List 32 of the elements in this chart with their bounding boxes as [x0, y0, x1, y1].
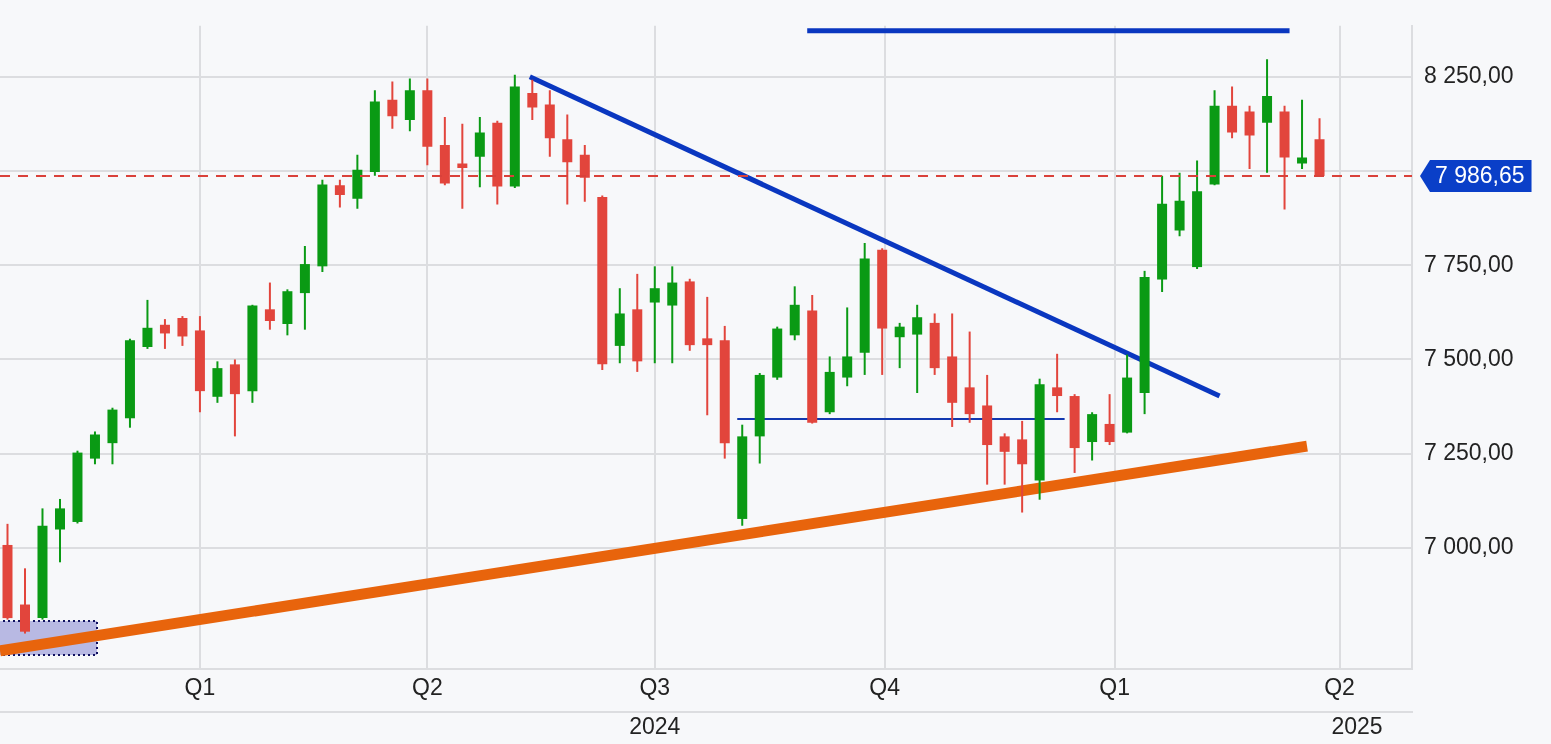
y-tick-label: 7 750,00 [1424, 250, 1514, 277]
candlestick [649, 265, 660, 365]
x2-tick-label: 2024 [629, 713, 681, 740]
candlestick [54, 497, 65, 564]
candlestick [842, 306, 853, 388]
x2-tick-label: 2025 [1331, 713, 1383, 740]
candlestick [912, 303, 923, 395]
x-tick-label: Q2 [1324, 674, 1355, 701]
candlestick [667, 265, 678, 365]
y-tick-label: 7 000,00 [1424, 533, 1514, 560]
candlestick [894, 321, 905, 370]
candlestick [264, 281, 275, 331]
candlestick [387, 80, 398, 130]
x-tick-label: Q3 [639, 674, 671, 701]
candlestick [1104, 393, 1115, 447]
candlestick [702, 295, 713, 417]
candlestick [334, 178, 345, 209]
x-tick-label: Q4 [869, 674, 901, 701]
y-tick-label: 7 250,00 [1424, 439, 1514, 466]
x-tick-label: Q1 [1099, 674, 1130, 701]
y-tick-label: 8 250,00 [1424, 62, 1514, 89]
x-tick-label: Q2 [412, 674, 443, 701]
y-tick-label: 7 500,00 [1424, 344, 1514, 371]
candlestick [1052, 352, 1063, 414]
candlestick [1297, 98, 1308, 171]
candlestick [142, 298, 153, 350]
candlestick [159, 318, 170, 350]
candlestick [527, 78, 538, 122]
candlestick [177, 315, 188, 347]
x-tick-label: Q1 [184, 674, 216, 701]
ref-line-label: 7 986,65 [1435, 162, 1525, 189]
candlestick [999, 432, 1010, 486]
